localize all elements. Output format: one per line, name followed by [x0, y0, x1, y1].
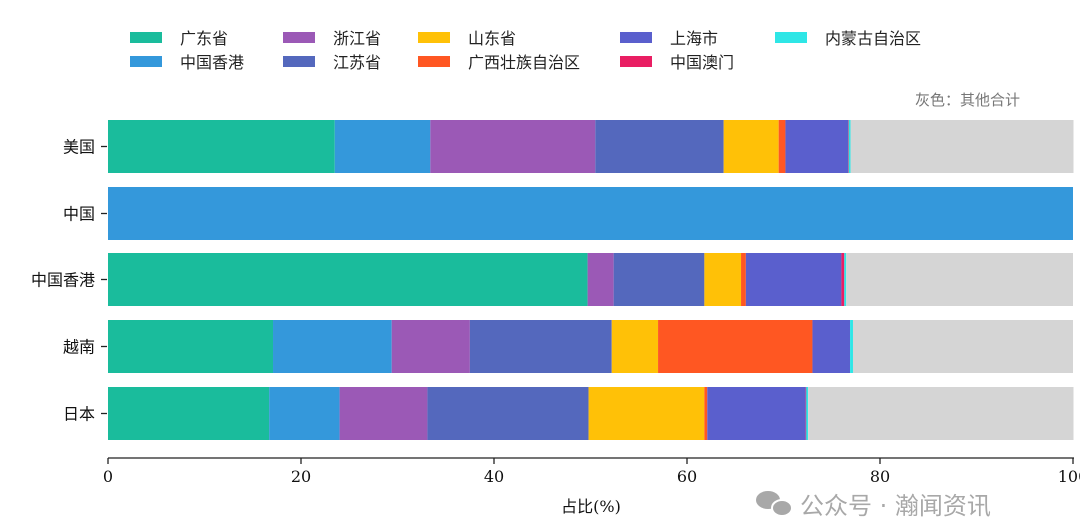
bar-segment-中国澳门-美国: [848, 120, 849, 173]
bar-segment-内蒙古自治区-中国香港: [844, 253, 847, 306]
bar-segment-内蒙古自治区-越南: [850, 320, 853, 373]
bar-segment-广东省-日本: [108, 387, 270, 440]
bar-segment-中国香港-中国: [108, 187, 1073, 240]
bar-segment-内蒙古自治区-日本: [806, 387, 809, 440]
bar-segment-other-中国香港: [846, 253, 1073, 306]
note-other-total: 灰色：其他合计: [915, 91, 1020, 109]
bar-segment-广东省-美国: [108, 120, 335, 173]
legend-label: 内蒙古自治区: [825, 29, 921, 48]
legend-swatch: [130, 56, 162, 67]
bar-segment-山东省-越南: [611, 320, 659, 373]
bar-segment-上海市-美国: [785, 120, 849, 173]
legend-swatch: [283, 32, 315, 43]
bar-segment-江苏省-中国香港: [613, 253, 705, 306]
legend-item-浙江省: 浙江省: [283, 29, 381, 48]
y-tick-label: 日本: [63, 405, 95, 424]
bar-segment-上海市-日本: [707, 387, 806, 440]
legend-swatch: [775, 32, 807, 43]
x-tick-label: 20: [291, 467, 311, 486]
x-axis: 0 20 40 60 80 100: [103, 457, 1080, 486]
bar-segment-上海市-越南: [812, 320, 851, 373]
legend-label: 中国香港: [180, 53, 244, 72]
x-tick-label: 0: [103, 467, 113, 486]
y-tick-label: 中国: [63, 205, 95, 224]
bar-segment-中国香港-美国: [334, 120, 431, 173]
bar-segment-浙江省-美国: [430, 120, 596, 173]
bar-segment-山东省-日本: [588, 387, 705, 440]
x-tick-label: 100: [1058, 467, 1080, 486]
legend-swatch: [418, 32, 450, 43]
bar-segment-浙江省-中国香港: [587, 253, 614, 306]
watermark: 公众号 · 瀚闻资讯: [756, 491, 991, 519]
legend-swatch: [620, 56, 652, 67]
legend-label: 上海市: [670, 29, 718, 48]
legend-item-内蒙古自治区: 内蒙古自治区: [775, 29, 921, 48]
legend-label: 广东省: [180, 29, 228, 48]
bar-segment-上海市-中国香港: [745, 253, 842, 306]
bar-segment-内蒙古自治区-美国: [848, 120, 851, 173]
bar-segment-广西壮族自治区-越南: [658, 320, 813, 373]
bar-segment-广西壮族自治区-美国: [778, 120, 786, 173]
y-tick-label: 越南: [63, 338, 95, 357]
bars: [108, 120, 1074, 440]
bar-segment-中国香港-日本: [269, 387, 340, 440]
bar-segment-中国香港-越南: [273, 320, 392, 373]
legend-swatch: [283, 56, 315, 67]
bar-segment-other-越南: [852, 320, 1073, 373]
legend-label: 浙江省: [333, 29, 381, 48]
bar-segment-江苏省-日本: [427, 387, 589, 440]
bar-segment-江苏省-美国: [595, 120, 724, 173]
bar-segment-广西壮族自治区-日本: [704, 387, 708, 440]
bar-segment-浙江省-日本: [339, 387, 428, 440]
wechat-icon: [756, 491, 793, 517]
legend-label: 中国澳门: [670, 53, 734, 72]
legend-item-广东省: 广东省: [130, 29, 228, 48]
legend-swatch: [620, 32, 652, 43]
legend-swatch: [418, 56, 450, 67]
legend-label: 江苏省: [333, 53, 381, 72]
y-tick-label: 美国: [63, 138, 95, 157]
x-axis-label: 占比(%): [561, 497, 621, 516]
legend-item-山东省: 山东省: [418, 29, 516, 48]
bar-segment-中国澳门-中国香港: [841, 253, 845, 306]
bar-segment-other-美国: [850, 120, 1074, 173]
x-tick-label: 80: [870, 467, 890, 486]
bar-segment-山东省-美国: [723, 120, 779, 173]
bar-segment-山东省-中国香港: [704, 253, 742, 306]
legend-item-中国香港: 中国香港: [130, 53, 244, 72]
bar-segment-广东省-中国香港: [108, 253, 588, 306]
legend-label: 山东省: [468, 29, 516, 48]
y-tick-label: 中国香港: [31, 271, 95, 290]
bar-segment-广东省-越南: [108, 320, 274, 373]
x-tick-label: 60: [677, 467, 697, 486]
bar-segment-广西壮族自治区-中国香港: [741, 253, 746, 306]
legend-item-江苏省: 江苏省: [283, 53, 381, 72]
legend-label: 广西壮族自治区: [468, 53, 580, 72]
legend-item-上海市: 上海市: [620, 29, 718, 48]
bar-segment-other-日本: [808, 387, 1074, 440]
legend-swatch: [130, 32, 162, 43]
watermark-text: 公众号 · 瀚闻资讯: [800, 492, 991, 519]
bar-segment-江苏省-越南: [469, 320, 612, 373]
x-tick-label: 40: [484, 467, 504, 486]
bar-segment-浙江省-越南: [391, 320, 470, 373]
bar-segment-中国澳门-日本: [805, 387, 807, 440]
legend-item-广西壮族自治区: 广西壮族自治区: [418, 53, 580, 72]
legend-item-中国澳门: 中国澳门: [620, 53, 734, 72]
